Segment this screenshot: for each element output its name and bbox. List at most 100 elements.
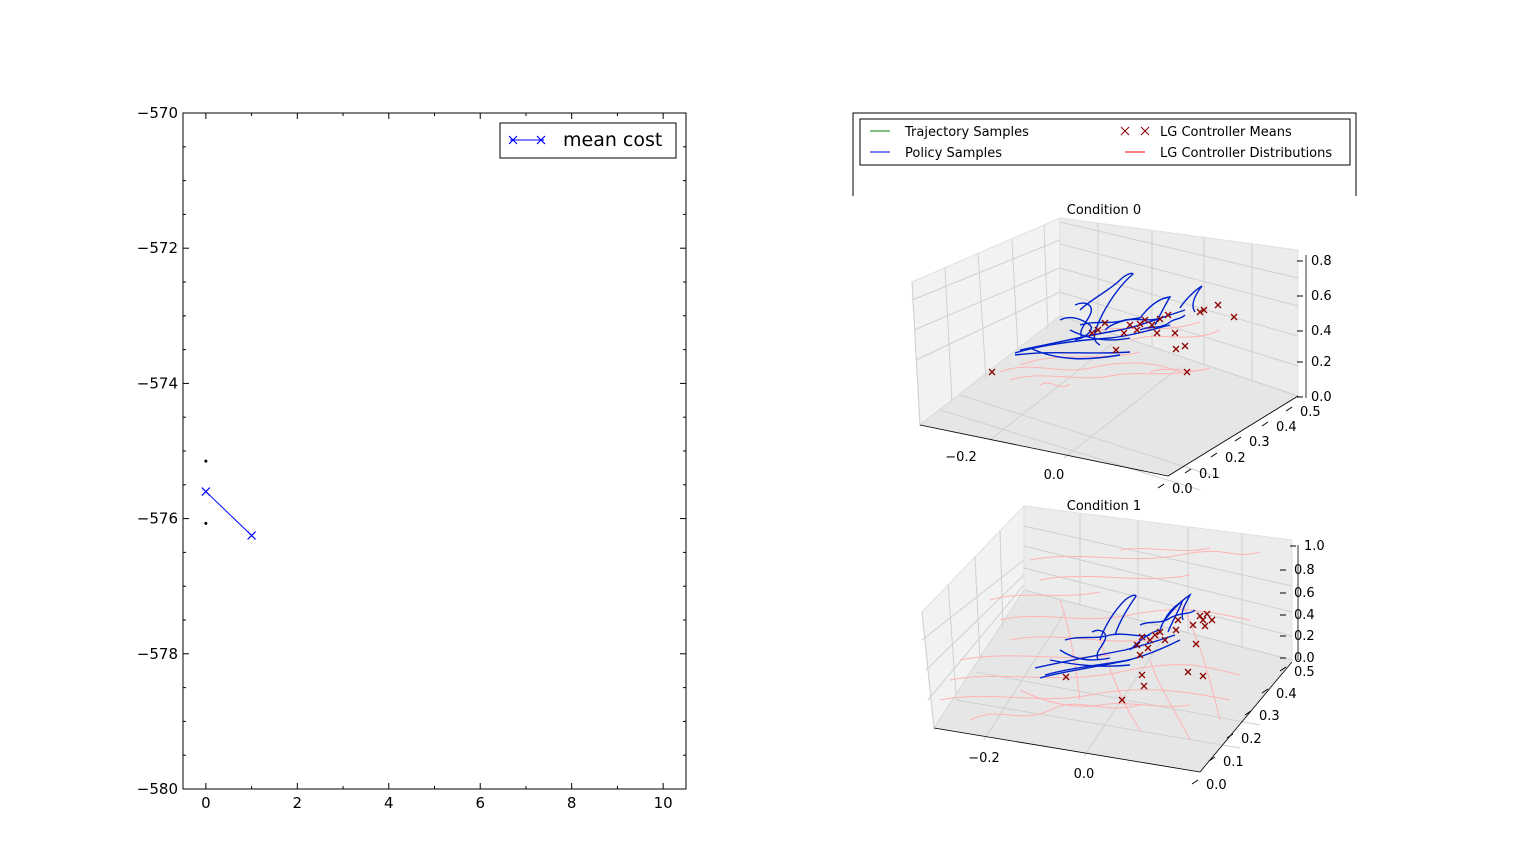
controller-mean — [1171, 329, 1179, 337]
controller-distribution — [949, 664, 1241, 681]
controller-mean — [1144, 644, 1152, 652]
controller-mean — [1136, 651, 1144, 659]
x-tick-label: 0 — [201, 794, 211, 812]
mean-cost-point — [201, 487, 211, 496]
grid-line — [927, 584, 1025, 701]
condition-0-x-axis — [919, 424, 1169, 477]
controller-distribution — [1029, 550, 1261, 561]
z-tick-label: 0.0 — [1311, 390, 1332, 405]
controller-mean — [1200, 306, 1208, 314]
controller-mean — [1153, 329, 1161, 337]
controller-mean — [1196, 308, 1204, 316]
condition-0-grid — [911, 221, 1299, 491]
y-tick-mark — [1279, 666, 1287, 672]
sample-cost-point — [204, 521, 208, 525]
z-tick-label: 0.6 — [1311, 289, 1332, 304]
condition-1-title: Condition 1 — [1067, 499, 1141, 514]
grid-line — [1059, 315, 1299, 397]
grid-line — [983, 610, 1067, 741]
grid-line — [913, 267, 1061, 331]
controller-mean — [1156, 315, 1164, 323]
y-tick-mark — [1234, 436, 1242, 442]
controller-mean — [1164, 311, 1172, 319]
policy-sample — [1069, 329, 1131, 341]
controller-mean — [1184, 668, 1192, 676]
grid-line — [1023, 545, 1293, 613]
controller-mean — [1088, 329, 1096, 337]
controller-mean — [1138, 671, 1146, 679]
y-tick-mark — [1285, 406, 1293, 412]
controller-distribution — [1099, 321, 1201, 331]
y-tick-label: −574 — [137, 374, 178, 392]
trajectory-legend-box — [859, 118, 1351, 166]
policy-sample — [1044, 659, 1131, 676]
y-tick-label: 0.5 — [1300, 405, 1321, 420]
x-tick-label: 6 — [475, 794, 485, 812]
condition-0-distributions — [999, 321, 1221, 388]
policy-sample — [1014, 351, 1131, 356]
y-tick-label: −570 — [137, 104, 178, 122]
controller-mean — [1094, 326, 1102, 334]
controller-mean — [1181, 342, 1189, 350]
controller-mean — [1230, 313, 1238, 321]
grid-line — [989, 343, 1113, 441]
cost-plot-frame — [182, 112, 687, 790]
grid-line — [959, 394, 1221, 479]
controller-distribution — [1009, 636, 1161, 642]
policy-sample — [1079, 317, 1161, 326]
grid-line — [925, 574, 1025, 671]
grid-line — [1063, 366, 1181, 459]
controller-distribution — [1019, 351, 1141, 366]
controller-mean — [1203, 610, 1211, 618]
controller-mean — [1214, 301, 1222, 309]
policy-sample — [1104, 296, 1172, 331]
controller-mean — [1136, 320, 1144, 328]
controller-mean — [1172, 345, 1180, 353]
z-tick-label: 0.8 — [1294, 563, 1315, 578]
grid-line — [911, 239, 1061, 301]
grid-line — [947, 583, 957, 695]
controller-mean — [1138, 633, 1146, 641]
z-tick-label: 0.2 — [1294, 629, 1315, 644]
trajectory-legend: Trajectory Samples Policy Samples LG Con… — [852, 112, 1357, 196]
policy-sample — [1099, 594, 1137, 641]
controller-distribution — [1059, 599, 1081, 701]
controller-mean — [1062, 673, 1070, 681]
y-tick-label: 0.1 — [1223, 755, 1244, 770]
sample-cost-point — [204, 459, 208, 463]
policy-sample — [1179, 285, 1203, 313]
controller-distribution — [989, 591, 1101, 601]
controller-distribution — [1099, 639, 1141, 731]
y-tick-mark — [1226, 733, 1234, 739]
controller-mean — [1201, 622, 1209, 630]
mean-cost-point — [247, 531, 257, 540]
controller-distribution — [939, 689, 1231, 701]
controller-mean — [1133, 326, 1141, 334]
z-tick-label: 0.6 — [1294, 586, 1315, 601]
controller-mean — [1126, 321, 1134, 329]
controller-distribution — [1149, 659, 1191, 741]
y-tick-label: 0.0 — [1172, 482, 1193, 497]
z-tick-label: 1.0 — [1304, 539, 1325, 554]
grid-line — [1023, 567, 1293, 637]
policy-sample — [1049, 659, 1131, 667]
x-tick-label: −0.2 — [968, 751, 1000, 766]
controller-mean — [1112, 346, 1120, 354]
cost-plot: 0 2 4 6 8 10 −570 −572 −574 −576 −578 −580 mean cos… — [137, 104, 687, 812]
y-tick-label: 0.4 — [1276, 687, 1297, 702]
controller-mean — [1141, 316, 1149, 324]
controller-mean — [1208, 616, 1216, 624]
legend-trajectory-samples: Trajectory Samples — [904, 125, 1029, 140]
y-tick-label: 0.2 — [1241, 732, 1262, 747]
controller-distribution — [1119, 547, 1211, 552]
condition-0-y-axis — [1167, 395, 1299, 477]
controller-mean — [1199, 616, 1207, 624]
controller-distribution — [999, 362, 1181, 373]
controller-distribution — [999, 609, 1251, 621]
controller-mean — [1118, 696, 1126, 704]
grid-line — [1043, 224, 1049, 331]
policy-sample — [1059, 316, 1092, 341]
condition-0-plot: Condition 0 −0.20.00.00.10.20.30.40.50.0… — [911, 203, 1332, 497]
controller-distribution — [1149, 367, 1211, 373]
condition-1-controller-means — [1062, 610, 1216, 704]
